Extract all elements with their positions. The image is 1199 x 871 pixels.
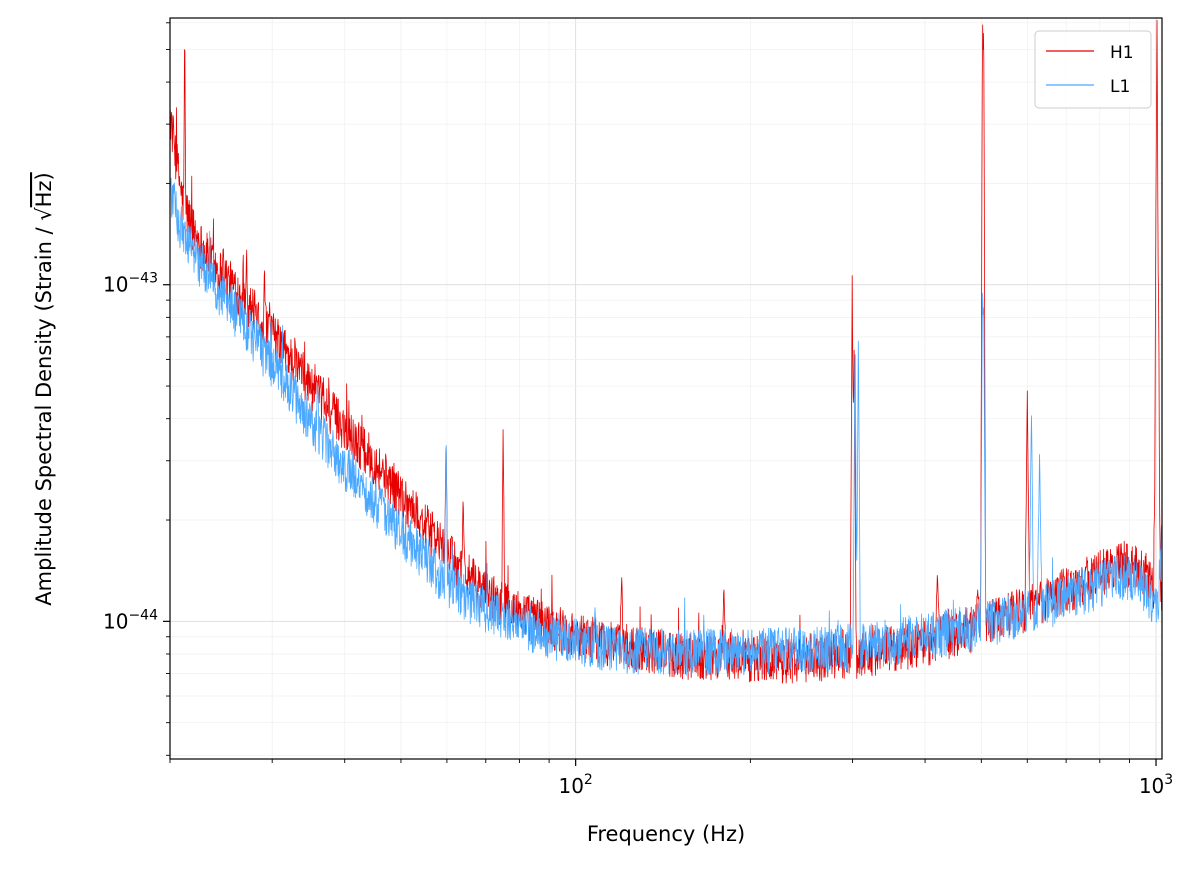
legend: H1 L1 [1034,30,1152,109]
sqrt-symbol: √ [32,207,56,221]
x-tick-exponent: 3 [1164,772,1173,788]
legend-label-l1: L1 [1110,77,1130,97]
legend-box [1034,30,1152,109]
y-axis-label-main: Amplitude Spectral Density (Strain / [32,221,56,606]
y-axis-label-text: Amplitude Spectral Density (Strain / √Hz… [32,172,56,605]
legend-label-h1: H1 [1110,43,1134,63]
x-tick-exponent: 2 [584,772,593,788]
x-axis-label: Frequency (Hz) [587,822,745,846]
plot-frame [169,17,1163,760]
y-tick-exponent: −43 [128,271,158,287]
data-series-group [170,19,1162,684]
y-axis-label-unit: Hz) [32,172,56,207]
y-axis-label: Amplitude Spectral Density (Strain / √Hz… [32,172,56,605]
series-line-l1 [170,177,1162,677]
series-line-h1 [170,19,1162,684]
y-tick-exponent: −44 [128,607,158,623]
